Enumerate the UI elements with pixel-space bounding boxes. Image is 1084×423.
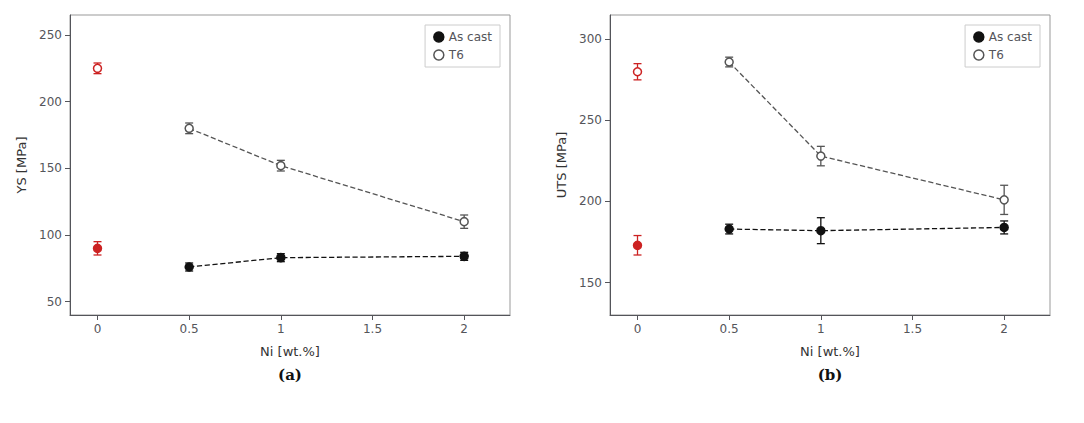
svg-text:1.5: 1.5: [363, 322, 382, 336]
svg-text:0: 0: [94, 322, 102, 336]
svg-text:200: 200: [39, 95, 62, 109]
svg-text:Ni [wt.%]: Ni [wt.%]: [260, 344, 320, 359]
svg-text:300: 300: [579, 32, 602, 46]
svg-text:As cast: As cast: [989, 30, 1032, 44]
svg-text:(a): (a): [278, 366, 302, 384]
svg-text:1: 1: [277, 322, 285, 336]
svg-text:T6: T6: [448, 48, 464, 62]
svg-text:2: 2: [1000, 322, 1008, 336]
svg-text:1.5: 1.5: [903, 322, 922, 336]
svg-text:0.5: 0.5: [720, 322, 739, 336]
svg-text:100: 100: [39, 228, 62, 242]
svg-text:As cast: As cast: [449, 30, 492, 44]
svg-text:UTS [MPa]: UTS [MPa]: [554, 132, 569, 198]
svg-text:250: 250: [579, 113, 602, 127]
svg-text:250: 250: [39, 28, 62, 42]
svg-text:T6: T6: [988, 48, 1004, 62]
svg-text:200: 200: [579, 194, 602, 208]
svg-text:1: 1: [817, 322, 825, 336]
svg-text:0.5: 0.5: [180, 322, 199, 336]
svg-text:50: 50: [47, 295, 62, 309]
svg-text:150: 150: [39, 161, 62, 175]
svg-text:150: 150: [579, 276, 602, 290]
svg-text:0: 0: [634, 322, 642, 336]
svg-text:(b): (b): [818, 366, 843, 384]
svg-text:2: 2: [460, 322, 468, 336]
svg-text:YS [MPa]: YS [MPa]: [14, 137, 29, 195]
svg-text:Ni [wt.%]: Ni [wt.%]: [800, 344, 860, 359]
